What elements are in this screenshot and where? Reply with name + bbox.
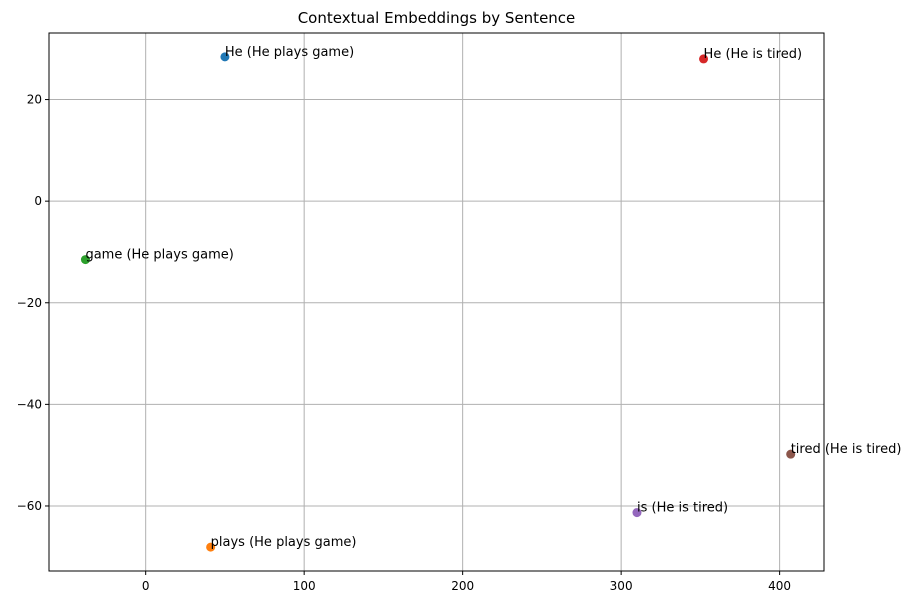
data-point bbox=[699, 54, 709, 64]
data-point-label: tired (He is tired) bbox=[791, 442, 902, 457]
x-tick-label: 100 bbox=[293, 579, 316, 593]
x-tick-label: 0 bbox=[142, 579, 150, 593]
chart-title: Contextual Embeddings by Sentence bbox=[298, 9, 576, 27]
data-point-label: plays (He plays game) bbox=[211, 535, 357, 550]
y-tick-label: −40 bbox=[17, 397, 42, 411]
data-point bbox=[80, 255, 90, 265]
grid-lines bbox=[49, 33, 824, 571]
data-point bbox=[632, 508, 642, 518]
x-axis: 0 100 200 300 400 bbox=[142, 571, 791, 593]
data-point-label: He (He plays game) bbox=[225, 45, 354, 60]
y-tick-label: −60 bbox=[17, 499, 42, 513]
plot-area bbox=[48, 32, 825, 572]
data-point-label: is (He is tired) bbox=[637, 501, 728, 516]
data-point bbox=[220, 52, 230, 62]
data-point-label: He (He is tired) bbox=[704, 47, 803, 62]
x-tick-label: 200 bbox=[451, 579, 474, 593]
y-tick-label: 0 bbox=[34, 194, 42, 208]
y-tick-label: −20 bbox=[17, 296, 42, 310]
y-tick-label: 20 bbox=[27, 93, 42, 107]
data-point-label: game (He plays game) bbox=[85, 248, 233, 263]
x-tick-label: 400 bbox=[768, 579, 791, 593]
x-tick-label: 300 bbox=[610, 579, 633, 593]
y-axis: 20 0 −20 −40 −60 bbox=[17, 93, 49, 513]
data-points: He (He plays game) plays (He plays game) g… bbox=[80, 45, 902, 552]
data-point bbox=[786, 449, 796, 459]
data-point bbox=[206, 542, 216, 552]
